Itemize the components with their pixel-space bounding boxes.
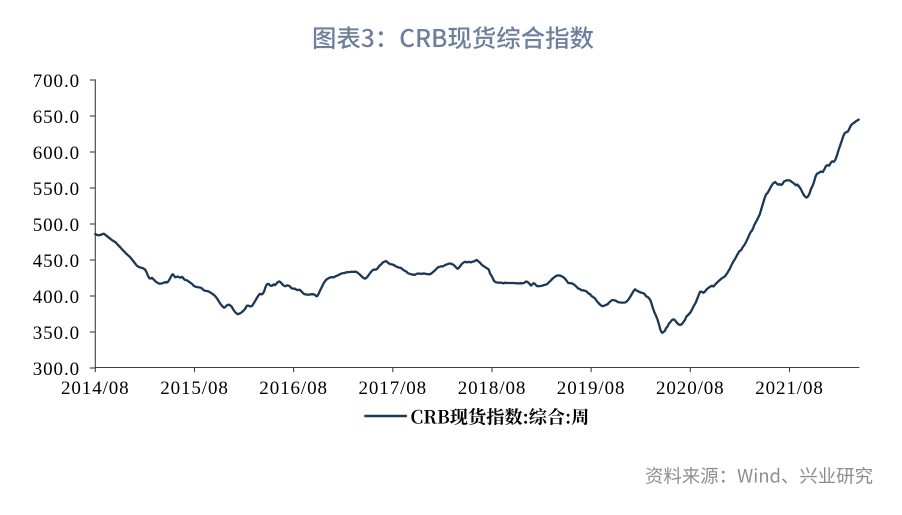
svg-text:2021/08: 2021/08 [755, 378, 824, 399]
svg-text:2015/08: 2015/08 [160, 378, 229, 399]
svg-text:400.0: 400.0 [33, 287, 80, 308]
svg-text:2018/08: 2018/08 [458, 378, 527, 399]
svg-text:2020/08: 2020/08 [656, 378, 725, 399]
svg-text:500.0: 500.0 [33, 215, 80, 236]
svg-text:2019/08: 2019/08 [557, 378, 626, 399]
svg-text:300.0: 300.0 [33, 359, 80, 380]
svg-text:650.0: 650.0 [33, 107, 80, 128]
svg-text:550.0: 550.0 [33, 179, 80, 200]
svg-text:2017/08: 2017/08 [359, 378, 428, 399]
svg-text:450.0: 450.0 [33, 251, 80, 272]
svg-text:2016/08: 2016/08 [259, 378, 328, 399]
svg-text:600.0: 600.0 [33, 143, 80, 164]
svg-text:350.0: 350.0 [33, 323, 80, 344]
svg-text:2014/08: 2014/08 [61, 378, 130, 399]
svg-text:700.0: 700.0 [33, 71, 80, 92]
